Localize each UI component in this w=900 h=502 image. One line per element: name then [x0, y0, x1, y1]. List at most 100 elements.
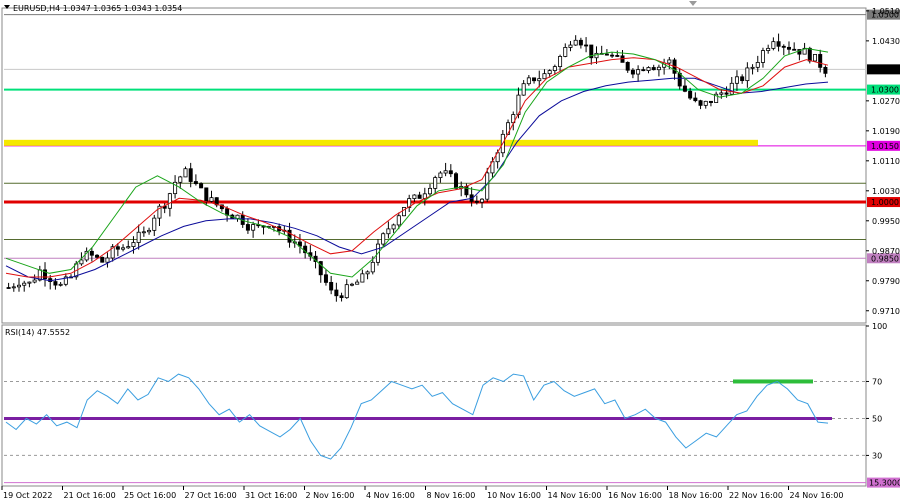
candle-body-15 [84, 250, 89, 261]
candle-body-136 [714, 93, 719, 103]
candle-body-46 [245, 224, 250, 231]
candle-body-37 [199, 183, 204, 189]
candle-body-125 [656, 66, 661, 71]
candle-body-69 [365, 271, 370, 275]
collapse-arrow-icon[interactable] [4, 5, 10, 9]
candle-body-142 [745, 67, 750, 82]
candle-body-123 [646, 67, 651, 71]
candle-body-78 [412, 194, 417, 199]
candle-body-130 [682, 85, 687, 92]
time-tick-9: 14 Nov 16:00 [548, 491, 602, 500]
level-label-bg-4 [867, 197, 900, 208]
candle-body-7 [43, 269, 48, 279]
candle-body-1 [11, 286, 16, 289]
time-tick-12: 22 Nov 16:00 [729, 491, 783, 500]
candle-body-134 [703, 100, 708, 106]
candle-body-138 [724, 92, 729, 95]
candle-body-61 [323, 274, 328, 283]
candle-body-135 [708, 100, 713, 103]
candle-body-139 [729, 82, 734, 95]
rsi-level-label-bg-3 [867, 477, 900, 488]
candle-body-35 [188, 168, 193, 182]
candle-body-70 [370, 261, 375, 273]
candle-body-72 [381, 233, 386, 245]
price-tick-4: 1.0190 [872, 127, 900, 136]
candle-body-124 [651, 67, 656, 71]
candle-body-18 [100, 256, 105, 263]
candle-body-140 [734, 76, 739, 84]
price-tick-0: 1.0510 [872, 7, 900, 16]
candle-body-14 [79, 259, 84, 265]
level-label-0: 1.0500 [871, 11, 899, 20]
price-tick-3: 1.0270 [872, 97, 900, 106]
candle-body-86 [454, 173, 459, 189]
time-tick-11: 18 Nov 16:00 [669, 491, 723, 500]
current-price-label-bg [867, 64, 900, 75]
moving-average-2 [5, 47, 829, 278]
candle-body-120 [630, 69, 635, 75]
moving-average-1 [5, 57, 829, 278]
price-tick-10: 0.9710 [872, 307, 900, 316]
axes: 1.0500 1.0300 1.0150 1.0000 0.9850 1.0354 1.05… [1, 7, 900, 500]
candle-body-28 [152, 217, 157, 231]
candle-body-23 [126, 246, 131, 249]
candle-body-150 [786, 46, 791, 50]
time-tick-1: 21 Oct 16:00 [64, 491, 116, 500]
candle-body-104 [547, 70, 552, 75]
candle-body-112 [589, 44, 594, 59]
candle-body-39 [209, 197, 214, 202]
candle-body-154 [807, 47, 812, 62]
level-label-bg-2 [867, 140, 900, 151]
candle-body-76 [401, 207, 406, 217]
candle-body-10 [58, 283, 63, 286]
level-label-bg-6 [867, 253, 900, 264]
candle-body-66 [349, 283, 354, 286]
candle-body-153 [802, 47, 807, 55]
rsi-plot [4, 373, 866, 484]
candle-body-77 [407, 198, 412, 208]
candle-body-9 [53, 281, 58, 286]
candle-body-5 [32, 279, 37, 283]
candle-body-36 [193, 181, 198, 185]
time-tick-4: 31 Oct 16:00 [245, 491, 297, 500]
candle-body-73 [386, 228, 391, 235]
candle-body-121 [636, 69, 641, 75]
candle-body-144 [755, 62, 760, 68]
candle-body-38 [204, 187, 209, 202]
candle-body-131 [688, 90, 693, 99]
candle-body-156 [818, 54, 823, 68]
level-label-bg-0 [867, 9, 900, 20]
price-tick-8: 0.9870 [872, 247, 900, 256]
candle-body-2 [17, 284, 22, 288]
candle-body-3 [22, 282, 27, 286]
rsi-line [5, 373, 829, 460]
candle-body-102 [537, 78, 542, 82]
time-tick-8: 10 Nov 16:00 [487, 491, 541, 500]
level-label-6: 0.9850 [871, 254, 899, 263]
candle-body-84 [443, 170, 448, 174]
candle-body-26 [141, 231, 146, 234]
candle-body-100 [526, 77, 531, 85]
candle-body-127 [667, 59, 672, 64]
main-plot [4, 14, 866, 302]
candle-body-25 [136, 231, 141, 243]
level-label-bg-1 [867, 84, 900, 95]
price-tick-1: 1.0430 [872, 37, 900, 46]
time-tick-10: 16 Nov 16:00 [608, 491, 662, 500]
candle-body-91 [480, 198, 485, 203]
candle-body-132 [693, 97, 698, 102]
candle-body-56 [297, 241, 302, 247]
candle-body-16 [89, 250, 94, 256]
candle-body-106 [558, 56, 563, 68]
candle-body-40 [214, 197, 219, 206]
candle-body-110 [578, 39, 583, 46]
candle-body-20 [110, 246, 115, 259]
candle-body-99 [521, 83, 526, 96]
level-label-1: 1.0300 [871, 86, 899, 95]
candle-body-31 [167, 193, 172, 209]
time-tick-7: 8 Nov 16:00 [427, 491, 476, 500]
candle-body-119 [625, 61, 630, 71]
scroll-marker-icon[interactable] [689, 1, 697, 6]
time-tick-6: 4 Nov 16:00 [366, 491, 415, 500]
